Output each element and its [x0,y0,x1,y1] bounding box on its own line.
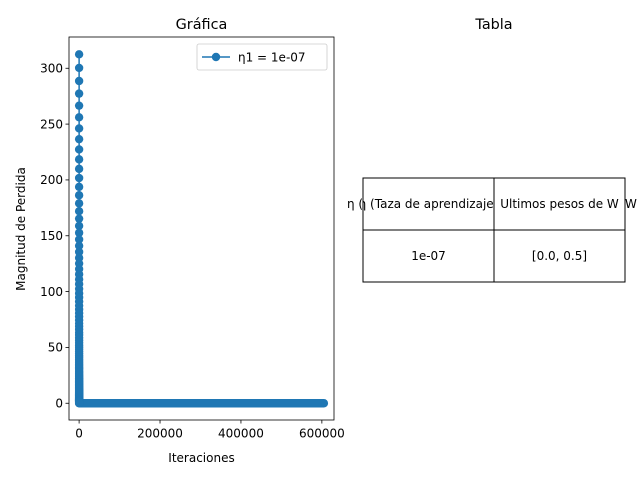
legend-point-marker [211,52,221,62]
y-tick-label: 300 [40,61,63,75]
series-line [78,54,324,404]
series-point [74,164,84,174]
y-axis-label: Magnitud de Perdida [14,167,28,291]
series-layer [74,50,329,408]
legend-frame [196,43,328,71]
y-tick-label: 250 [40,117,63,131]
x-tick-label: 600000 [299,427,345,441]
x-tick-label: 200000 [137,427,183,441]
series-point [74,398,84,408]
series-point [74,182,84,192]
table-header-cell-learning-rate [362,177,495,231]
plot-area-frame [68,36,335,421]
series-point [74,235,84,244]
series-point [74,199,84,208]
series-point [74,191,84,200]
x-tick-label: 400000 [218,427,264,441]
y-tick-label: 150 [40,229,63,243]
series-point [74,124,84,133]
series-point [74,76,84,86]
series-point [74,145,84,154]
table-header-learning-rate-overflow: η ( [347,197,363,211]
series-point [74,50,84,59]
loss-chart: Gráfica 0 200000 400000 600000 0 50 100 150 200… [14,17,345,465]
series-point-band [74,399,329,408]
x-tick-label: 0 [75,427,83,441]
table-header-learning-rate: η (Taza de aprendizaje) [359,197,499,211]
chart-title: Gráfica [176,17,228,33]
series-point [74,113,84,122]
table-header-weights: Ultimos pesos de W [500,197,619,211]
table-header-weights-overflow: W [625,197,637,211]
y-tick-label: 0 [55,396,63,410]
series-point [74,155,84,164]
series-point [74,63,84,73]
y-axis-ticks: 0 50 100 150 200 250 300 [40,61,69,410]
table-header-cell-weights [493,177,626,231]
series-point [74,214,84,223]
series-point [74,134,84,144]
series-point [74,206,84,216]
series-point [74,173,84,183]
series-point [74,89,84,98]
y-tick-label: 50 [48,341,63,355]
y-tick-label: 100 [40,285,63,299]
legend: η1 = 1e-07 [196,43,328,71]
legend-label: η1 = 1e-07 [238,51,306,65]
x-axis-label: Iteraciones [168,451,234,465]
table-data-cell-weights [493,229,626,283]
series-point [74,101,84,110]
y-tick-label: 200 [40,173,63,187]
series-point [74,241,84,251]
table-cell-weights-value: [0.0, 0.5] [532,249,587,263]
series-point [74,247,84,257]
weights-table-panel: Tabla η (Taza de aprendizaje) Ultimos pe… [347,17,637,283]
series-point [74,221,84,231]
series-point [74,228,84,237]
table-title: Tabla [474,17,512,33]
x-axis-ticks: 0 200000 400000 600000 [75,420,345,441]
table-cell-learning-rate-value: 1e-07 [411,249,446,263]
